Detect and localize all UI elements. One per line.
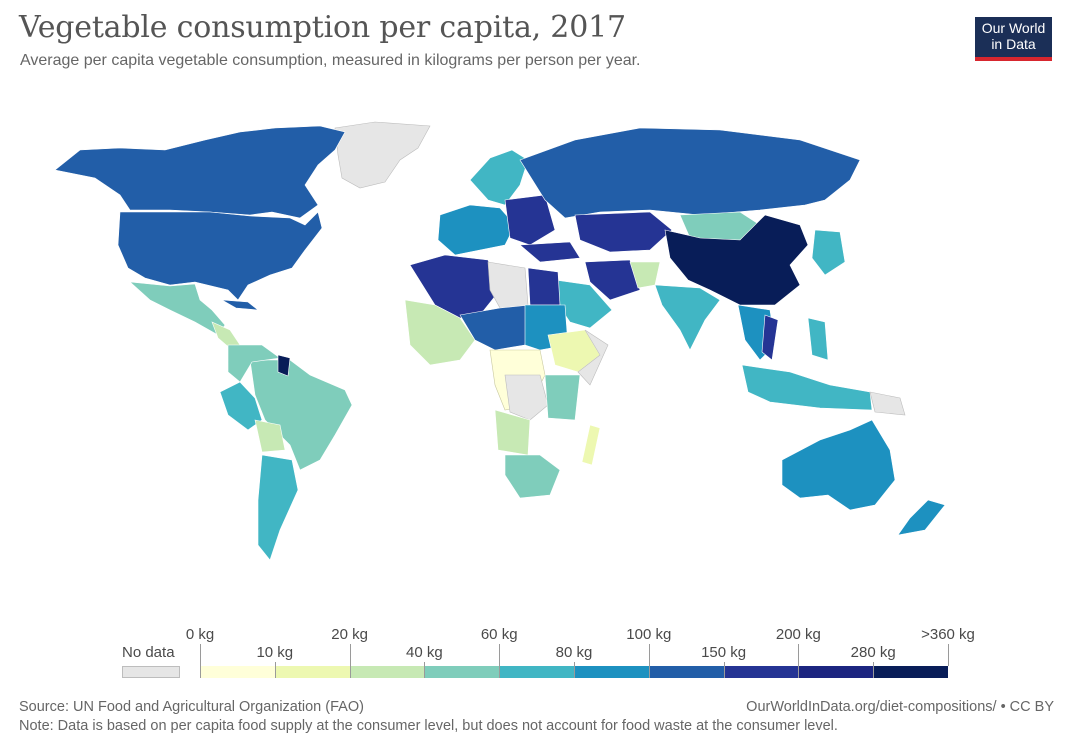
region-india[interactable] <box>654 284 721 351</box>
legend-tick-mark <box>200 644 201 666</box>
region-peru[interactable] <box>219 381 263 431</box>
legend-swatch[interactable] <box>648 666 724 678</box>
legend-tick-label: 40 kg <box>406 644 443 661</box>
region-egypt[interactable] <box>527 267 561 306</box>
legend-tick-label: 10 kg <box>256 644 294 661</box>
legend-tick-mark <box>499 644 501 666</box>
chart-subtitle: Average per capita vegetable consumption… <box>20 52 641 69</box>
region-andes-north[interactable] <box>227 344 281 383</box>
legend-tick-mark <box>349 644 351 666</box>
region-greenland[interactable] <box>334 121 431 189</box>
legend-max-label: >360 kg <box>921 626 975 643</box>
region-china[interactable] <box>664 214 809 306</box>
region-argentina[interactable] <box>257 454 299 561</box>
region-new-zealand[interactable] <box>897 499 946 536</box>
region-western-europe[interactable] <box>437 204 516 256</box>
region-mexico[interactable] <box>129 281 226 336</box>
source-link[interactable]: OurWorldInData.org/diet-compositions/ • … <box>746 699 1054 715</box>
legend-tick-mark <box>574 662 575 666</box>
region-philippines[interactable] <box>807 317 829 361</box>
region-turkey[interactable] <box>519 241 581 263</box>
legend-tick-mark <box>723 662 725 666</box>
logo-line-1: Our World <box>981 20 1046 36</box>
legend-swatch[interactable] <box>574 666 649 678</box>
legend-tick-label: 200 kg <box>775 626 821 643</box>
legend-swatch[interactable] <box>349 666 425 678</box>
world-map[interactable] <box>0 95 1080 575</box>
legend-swatch[interactable] <box>723 666 799 678</box>
region-iran[interactable] <box>584 259 641 301</box>
legend-tick-mark <box>274 662 276 666</box>
region-papua[interactable] <box>869 391 906 416</box>
legend-tick-mark <box>948 644 949 666</box>
region-southern-africa[interactable] <box>504 454 561 499</box>
region-suriname[interactable] <box>277 354 291 377</box>
region-indonesia[interactable] <box>741 364 873 411</box>
chart-title: Vegetable consumption per capita, 2017 <box>19 10 626 45</box>
legend-swatch[interactable] <box>424 666 500 678</box>
region-east-africa[interactable] <box>544 374 581 421</box>
legend-swatch[interactable] <box>798 666 874 678</box>
legend-tick-label: 60 kg <box>480 626 518 643</box>
region-usa[interactable] <box>117 211 323 301</box>
legend-tick-label: 80 kg <box>555 644 593 661</box>
footnote: Note: Data is based on per capita food s… <box>19 718 838 734</box>
legend-tick-mark <box>798 644 800 666</box>
legend-tick-label: 150 kg <box>701 644 747 661</box>
region-scandinavia[interactable] <box>469 149 529 206</box>
legend-swatch[interactable] <box>873 666 948 678</box>
legend-swatch[interactable] <box>499 666 574 678</box>
legend-swatch[interactable] <box>200 666 275 678</box>
legend-tick-mark <box>424 662 426 666</box>
region-somalia[interactable] <box>577 329 609 386</box>
legend-tick-label: 280 kg <box>850 644 896 661</box>
legend: No data 0 kg 10 kg 20 kg 40 kg 60 kg 80 kg 100… <box>0 620 1080 690</box>
legend-tick-mark <box>873 662 875 666</box>
legend-swatch[interactable] <box>274 666 350 678</box>
region-vietnam[interactable] <box>761 314 779 361</box>
region-madagascar[interactable] <box>581 424 601 466</box>
region-eastern-europe[interactable] <box>504 194 556 246</box>
region-congo[interactable] <box>504 374 549 421</box>
region-korea-japan[interactable] <box>811 229 846 276</box>
owid-logo[interactable]: Our World in Data <box>975 17 1052 61</box>
legend-tick-label: 20 kg <box>331 626 368 643</box>
region-cuba[interactable] <box>221 299 259 311</box>
region-brazil[interactable] <box>249 359 353 471</box>
region-west-africa[interactable] <box>404 299 476 366</box>
legend-tick-mark <box>648 644 650 666</box>
legend-tick-label: 100 kg <box>626 626 672 643</box>
region-australia[interactable] <box>781 419 896 511</box>
region-kazakhstan[interactable] <box>574 211 673 253</box>
source-note: Source: UN Food and Agricultural Organiz… <box>19 699 364 715</box>
region-bolivia[interactable] <box>254 419 286 453</box>
legend-no-data-swatch[interactable] <box>122 666 180 678</box>
region-canada[interactable] <box>54 125 346 219</box>
legend-tick-label: 0 kg <box>185 626 215 643</box>
logo-line-2: in Data <box>991 36 1036 52</box>
legend-no-data-label: No data <box>122 644 175 661</box>
